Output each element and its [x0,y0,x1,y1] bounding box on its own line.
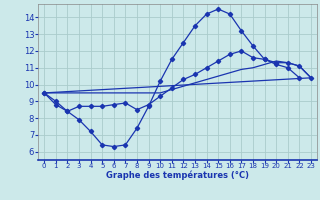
X-axis label: Graphe des températures (°C): Graphe des températures (°C) [106,171,249,180]
